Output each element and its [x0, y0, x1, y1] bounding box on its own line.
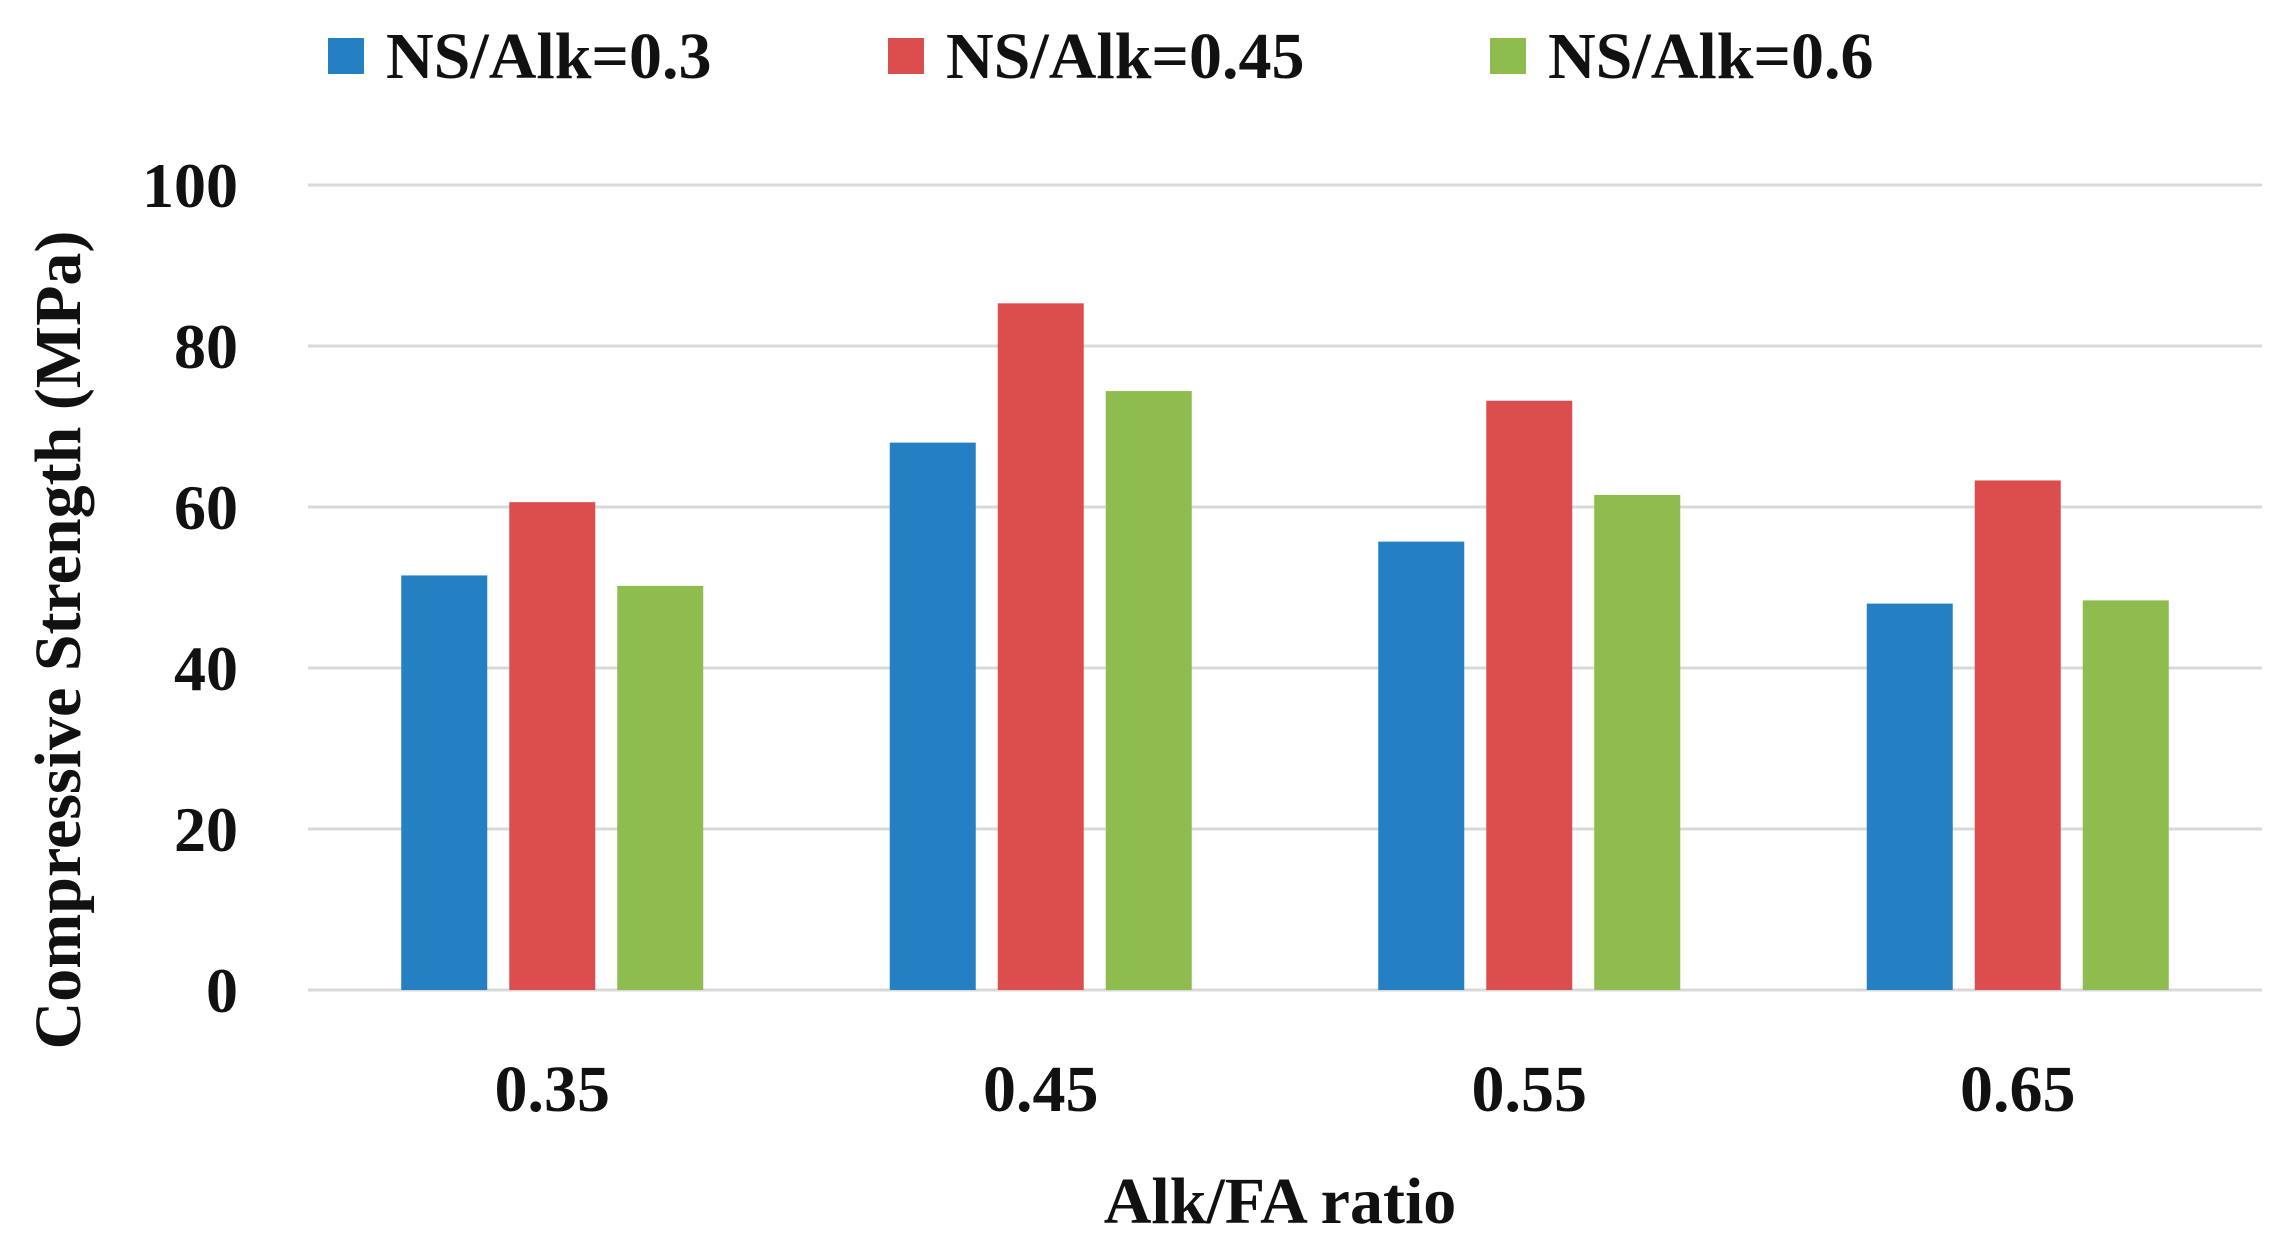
y-tick-label: 60	[174, 472, 238, 543]
bar-ns-alk-0-45-0-35	[509, 502, 596, 990]
bar-ns-alk-0-45-0-65	[1974, 480, 2061, 990]
x-category-label: 0.45	[983, 1053, 1099, 1126]
y-tick-label: 20	[174, 794, 238, 865]
bar-ns-alk-0-45-0-45	[997, 303, 1084, 991]
bar-ns-alk-0-3-0-55	[1378, 541, 1465, 990]
legend: NS/Alk=0.3 NS/Alk=0.45 NS/Alk=0.6	[328, 20, 1874, 93]
x-axis-category-labels: 0.35 0.45 0.55 0.65	[495, 1053, 2076, 1126]
y-tick-label: 0	[206, 955, 238, 1026]
bar-ns-alk-0-6-0-55	[1594, 494, 1681, 990]
bar-ns-alk-0-45-0-55	[1486, 400, 1573, 990]
bars	[401, 303, 2169, 991]
y-axis-title: Compressive Strength (MPa)	[22, 231, 95, 1050]
bar-ns-alk-0-6-0-45	[1105, 391, 1192, 991]
legend-label: NS/Alk=0.3	[386, 20, 712, 93]
x-category-label: 0.35	[495, 1053, 611, 1126]
x-axis-title: Alk/FA ratio	[1104, 1165, 1457, 1238]
y-tick-label: 80	[174, 311, 238, 382]
legend-swatch	[888, 38, 924, 74]
legend-label: NS/Alk=0.45	[946, 20, 1305, 93]
legend-label: NS/Alk=0.6	[1548, 20, 1874, 93]
gridlines	[308, 183, 2262, 992]
y-tick-label: 40	[174, 633, 238, 704]
x-category-label: 0.55	[1472, 1053, 1588, 1126]
bar-ns-alk-0-6-0-65	[2082, 600, 2169, 990]
bar-ns-alk-0-6-0-35	[617, 585, 704, 990]
legend-swatch	[328, 38, 364, 74]
legend-swatch	[1490, 38, 1526, 74]
y-tick-label: 100	[142, 150, 238, 221]
y-axis-tick-labels: 0 20 40 60 80 100	[142, 150, 238, 1026]
bar-ns-alk-0-3-0-35	[401, 575, 488, 990]
x-category-label: 0.65	[1960, 1053, 2076, 1126]
bar-ns-alk-0-3-0-45	[889, 442, 976, 991]
bar-ns-alk-0-3-0-65	[1866, 603, 1953, 990]
